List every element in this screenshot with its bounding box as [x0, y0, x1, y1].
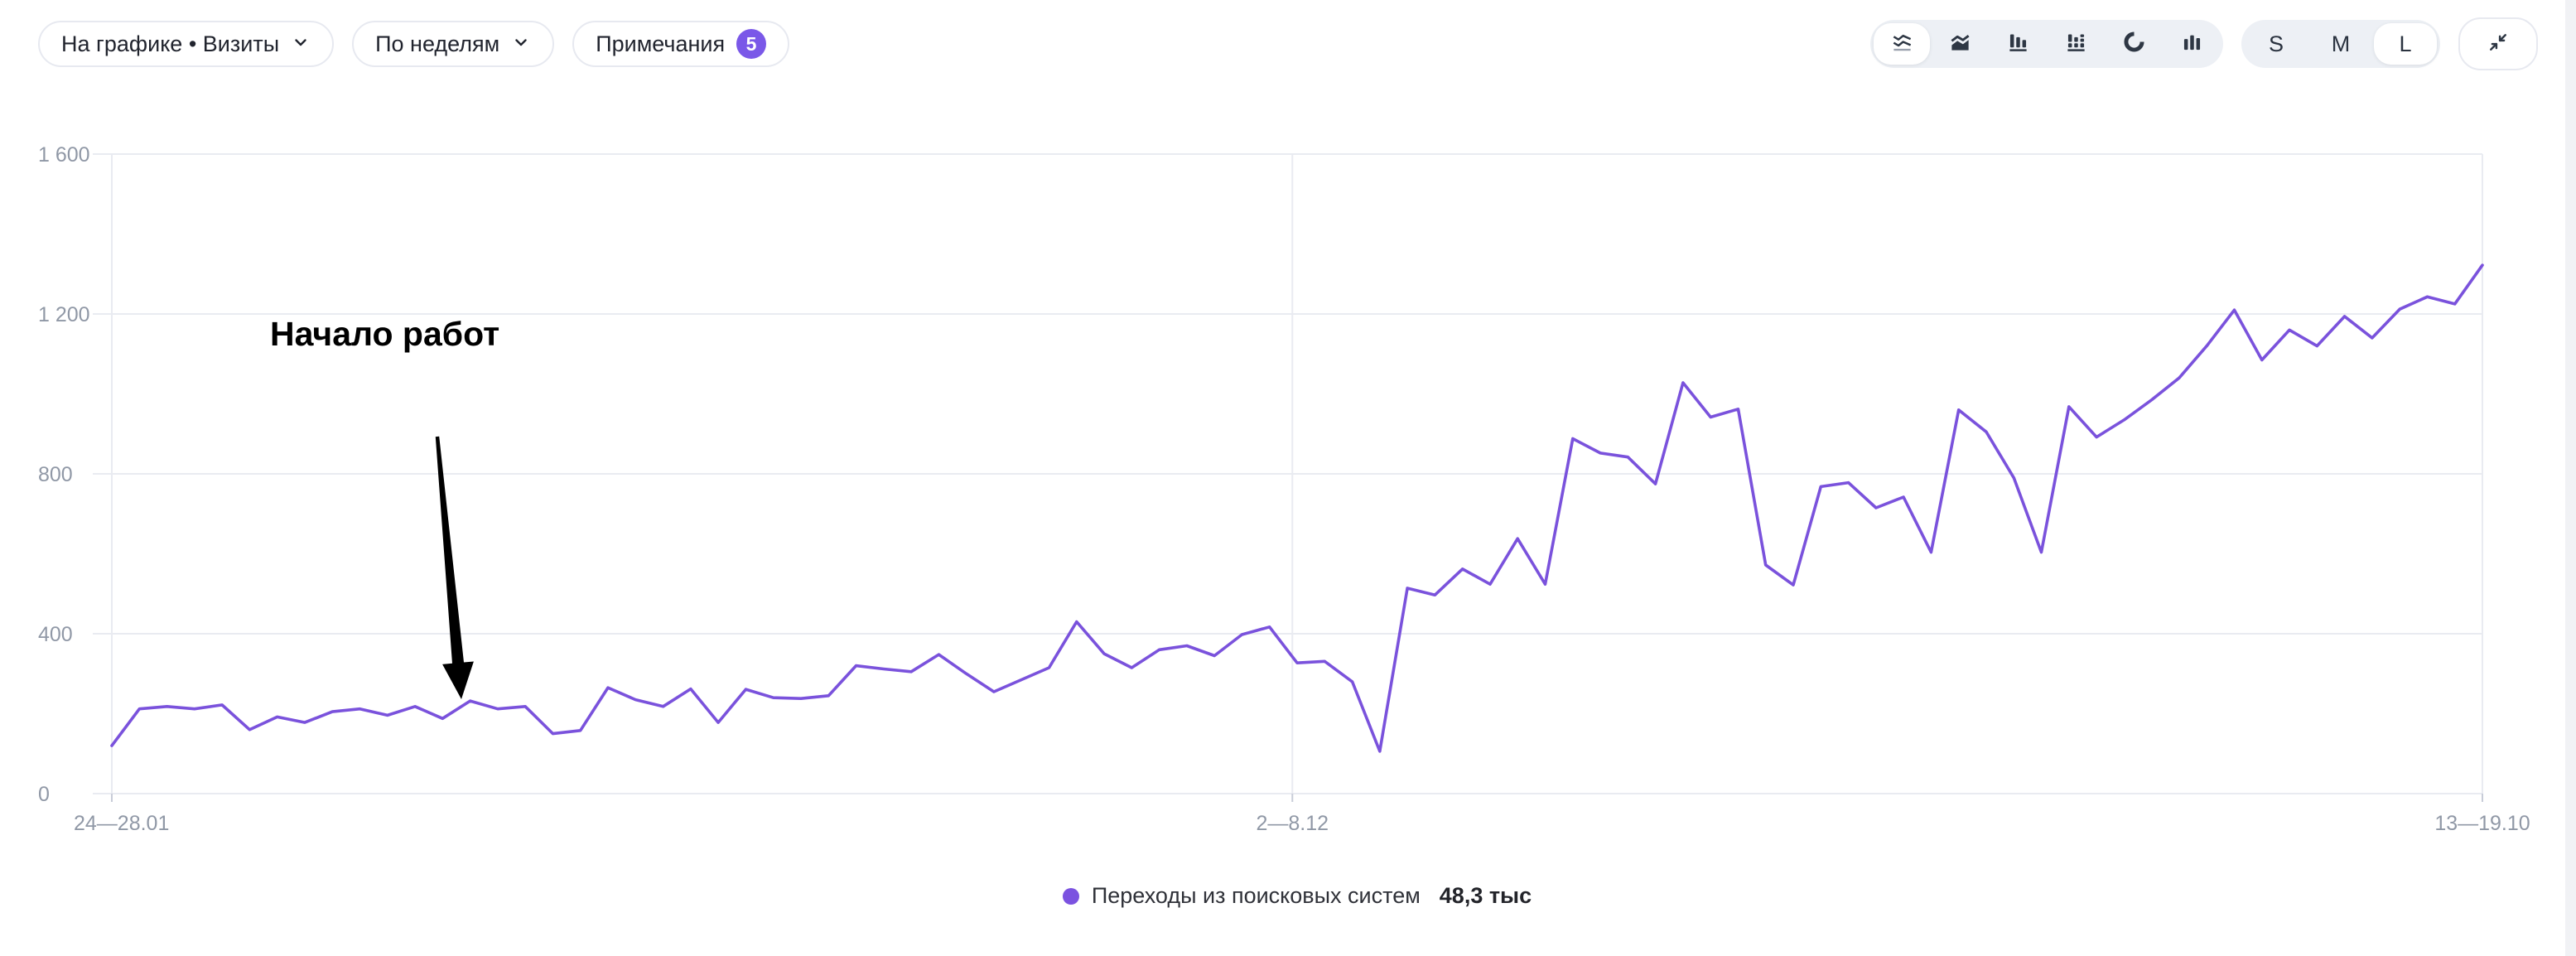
svg-text:1 200: 1 200	[38, 303, 90, 326]
stacked-bar-chart-icon	[2065, 31, 2087, 57]
chart-type-stacked-area[interactable]	[1932, 23, 1988, 65]
collapse-chart-button[interactable]	[2458, 17, 2538, 70]
size-label-l: L	[2399, 31, 2412, 56]
size-button-l[interactable]: L	[2374, 23, 2437, 65]
svg-text:2—8.12: 2—8.12	[1256, 812, 1329, 835]
chart-type-switcher	[1870, 20, 2223, 68]
chart-legend: Переходы из поисковых систем 48,3 тыс	[112, 883, 2482, 909]
chart-type-stacked-bars[interactable]	[2048, 23, 2104, 65]
chevron-down-icon	[511, 32, 531, 56]
legend-item-search-traffic[interactable]: Переходы из поисковых систем 48,3 тыс	[1062, 883, 1532, 909]
line-chart-icon	[1891, 31, 1913, 57]
chart-type-bars[interactable]	[1990, 23, 2046, 65]
metric-select-label: На графике • Визиты	[61, 31, 280, 56]
size-button-s[interactable]: S	[2245, 23, 2308, 65]
chart-size-switcher: S M L	[2241, 20, 2440, 68]
pie-chart-icon	[2123, 31, 2145, 57]
chevron-down-icon	[291, 32, 311, 56]
toolbar-left-group: На графике • Визиты По неделям Примечани…	[38, 21, 790, 67]
right-edge-strip	[2565, 0, 2576, 956]
notes-button-label: Примечания	[596, 31, 726, 56]
period-select-label: По неделям	[375, 31, 500, 56]
svg-text:24—28.01: 24—28.01	[74, 812, 169, 835]
stacked-area-chart-icon	[1949, 31, 1971, 57]
metric-select-button[interactable]: На графике • Визиты	[38, 21, 335, 67]
period-select-button[interactable]: По неделям	[352, 21, 555, 67]
chart-type-columns[interactable]	[2164, 23, 2220, 65]
svg-text:1 600: 1 600	[38, 143, 90, 167]
svg-text:400: 400	[38, 623, 73, 646]
notes-button[interactable]: Примечания 5	[572, 21, 790, 67]
size-label-m: M	[2331, 31, 2351, 56]
legend-series-total: 48,3 тыс	[1439, 883, 1532, 908]
svg-text:13—19.10: 13—19.10	[2434, 812, 2530, 835]
svg-text:0: 0	[38, 783, 50, 806]
chart-type-pie[interactable]	[2106, 23, 2162, 65]
bar-chart-icon	[2007, 31, 2029, 57]
column-chart-icon	[2181, 31, 2203, 57]
chart-type-line[interactable]	[1874, 23, 1930, 65]
toolbar-right-group: S M L	[1870, 17, 2538, 70]
size-label-s: S	[2268, 31, 2284, 56]
chart-toolbar: На графике • Визиты По неделям Примечани…	[0, 17, 2576, 70]
size-button-m[interactable]: M	[2309, 23, 2372, 65]
svg-text:800: 800	[38, 463, 73, 486]
collapse-arrows-icon	[2487, 31, 2510, 58]
notes-count-badge: 5	[736, 29, 767, 59]
chart-annotation-label: Начало работ	[270, 315, 500, 353]
legend-series-label: Переходы из поисковых систем	[1091, 883, 1421, 908]
legend-series-dot	[1062, 887, 1079, 905]
